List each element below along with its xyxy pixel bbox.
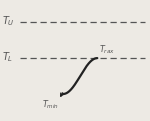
Text: $T_U$: $T_U$ <box>2 14 15 28</box>
Text: $T_L$: $T_L$ <box>2 50 14 64</box>
Text: $T_{rax}$: $T_{rax}$ <box>99 43 115 56</box>
Text: $T_{min}$: $T_{min}$ <box>42 98 59 111</box>
